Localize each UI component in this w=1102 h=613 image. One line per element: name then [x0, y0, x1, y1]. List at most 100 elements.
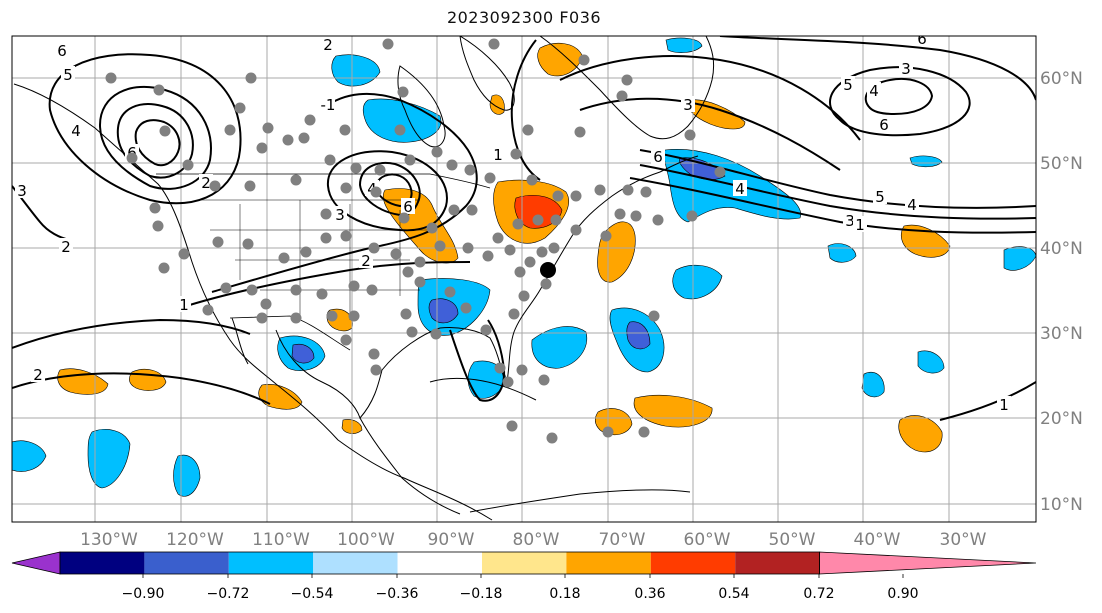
station-marker — [213, 237, 224, 248]
station-marker — [179, 249, 190, 260]
station-marker — [127, 153, 138, 164]
contour-label: 4 — [869, 82, 879, 100]
latitude-label: 10°N — [1040, 495, 1083, 515]
station-marker — [221, 283, 232, 294]
contour-label: 3 — [683, 96, 693, 114]
station-marker — [349, 281, 360, 292]
station-marker — [246, 73, 257, 84]
colorbar-segment — [60, 552, 144, 574]
station-marker — [375, 165, 386, 176]
station-marker — [247, 285, 258, 296]
station-marker — [653, 215, 664, 226]
station-marker — [399, 213, 410, 224]
station-marker — [235, 103, 246, 114]
station-marker — [327, 311, 338, 322]
longitude-label: 130°W — [80, 530, 138, 550]
station-marker — [261, 299, 272, 310]
station-marker — [340, 125, 351, 136]
contour-label: 1 — [999, 396, 1009, 414]
station-marker — [465, 165, 476, 176]
station-marker — [401, 309, 412, 320]
station-marker — [513, 219, 524, 230]
station-marker — [203, 305, 214, 316]
station-marker — [485, 173, 496, 184]
station-marker — [579, 55, 590, 66]
station-marker — [210, 181, 221, 192]
station-marker — [449, 205, 460, 216]
contour-label: 3 — [17, 182, 27, 200]
colorbar-tick-label: −0.18 — [460, 586, 503, 602]
station-marker — [649, 311, 660, 322]
latitude-labels: 60°N 50°N 40°N 30°N 20°N 10°N — [1040, 69, 1083, 515]
station-marker — [398, 87, 409, 98]
station-marker — [403, 267, 414, 278]
station-marker — [371, 187, 382, 198]
station-marker — [489, 39, 500, 50]
colorbar-tick-label: 0.54 — [718, 586, 749, 602]
station-marker — [509, 309, 520, 320]
latitude-label: 40°N — [1040, 239, 1083, 259]
colorbar-tick-labels: −0.90 −0.72 −0.54 −0.36 −0.18 0.18 0.36 0.54 0.7… — [122, 574, 919, 602]
longitude-label: 90°W — [428, 530, 475, 550]
station-marker — [291, 285, 302, 296]
station-marker — [461, 303, 472, 314]
station-marker — [160, 126, 171, 137]
colorbar-segment — [398, 552, 482, 574]
station-marker — [263, 123, 274, 134]
station-marker — [341, 335, 352, 346]
station-marker — [463, 243, 474, 254]
contour-label: 5 — [875, 188, 885, 206]
station-marker — [371, 365, 382, 376]
longitude-label: 80°W — [513, 530, 560, 550]
station-marker — [383, 39, 394, 50]
station-marker — [257, 143, 268, 154]
contour-label: 2 — [201, 174, 211, 192]
latitude-label: 50°N — [1040, 154, 1083, 174]
station-marker — [511, 149, 522, 160]
latitude-label: 20°N — [1040, 409, 1083, 429]
longitude-label: 70°W — [599, 530, 646, 550]
station-marker — [351, 163, 362, 174]
station-marker — [515, 267, 526, 278]
station-marker — [687, 211, 698, 222]
station-marker — [299, 133, 310, 144]
contour-label: 6 — [917, 30, 927, 48]
station-marker — [533, 215, 544, 226]
station-marker — [283, 135, 294, 146]
colorbar-tick-label: 0.72 — [803, 586, 834, 602]
station-marker — [505, 245, 516, 256]
station-marker — [301, 247, 312, 258]
colorbar-tick-label: 0.18 — [549, 586, 580, 602]
colorbar-min-extend — [12, 552, 60, 574]
station-marker — [539, 375, 550, 386]
colorbar — [12, 552, 1036, 574]
contour-label: 4 — [907, 196, 917, 214]
colorbar-tick-label: −0.54 — [291, 586, 334, 602]
station-marker — [305, 115, 316, 126]
station-marker — [435, 241, 446, 252]
station-marker — [641, 187, 652, 198]
map-background — [12, 36, 1036, 522]
colorbar-segment — [144, 552, 228, 574]
station-marker — [617, 91, 628, 102]
contour-label: 2 — [361, 252, 371, 270]
contour-label: 4 — [735, 180, 745, 198]
longitude-labels: 130°W 120°W 110°W 100°W 90°W 80°W 70°W 60°W 50°W… — [80, 530, 987, 550]
station-marker — [183, 160, 194, 171]
station-marker — [349, 311, 360, 322]
station-marker — [601, 231, 612, 242]
colorbar-tick-label: −0.90 — [122, 586, 165, 602]
station-marker — [325, 155, 336, 166]
station-marker — [369, 349, 380, 360]
contour-label: 1 — [493, 146, 503, 164]
station-marker — [291, 175, 302, 186]
station-marker — [523, 125, 534, 136]
station-marker — [595, 185, 606, 196]
longitude-label: 40°W — [854, 530, 901, 550]
station-marker — [257, 313, 268, 324]
station-marker — [427, 223, 438, 234]
colorbar-tick-label: −0.36 — [376, 586, 419, 602]
contour-label: 2 — [61, 238, 71, 256]
contour-label: 1 — [855, 216, 865, 234]
